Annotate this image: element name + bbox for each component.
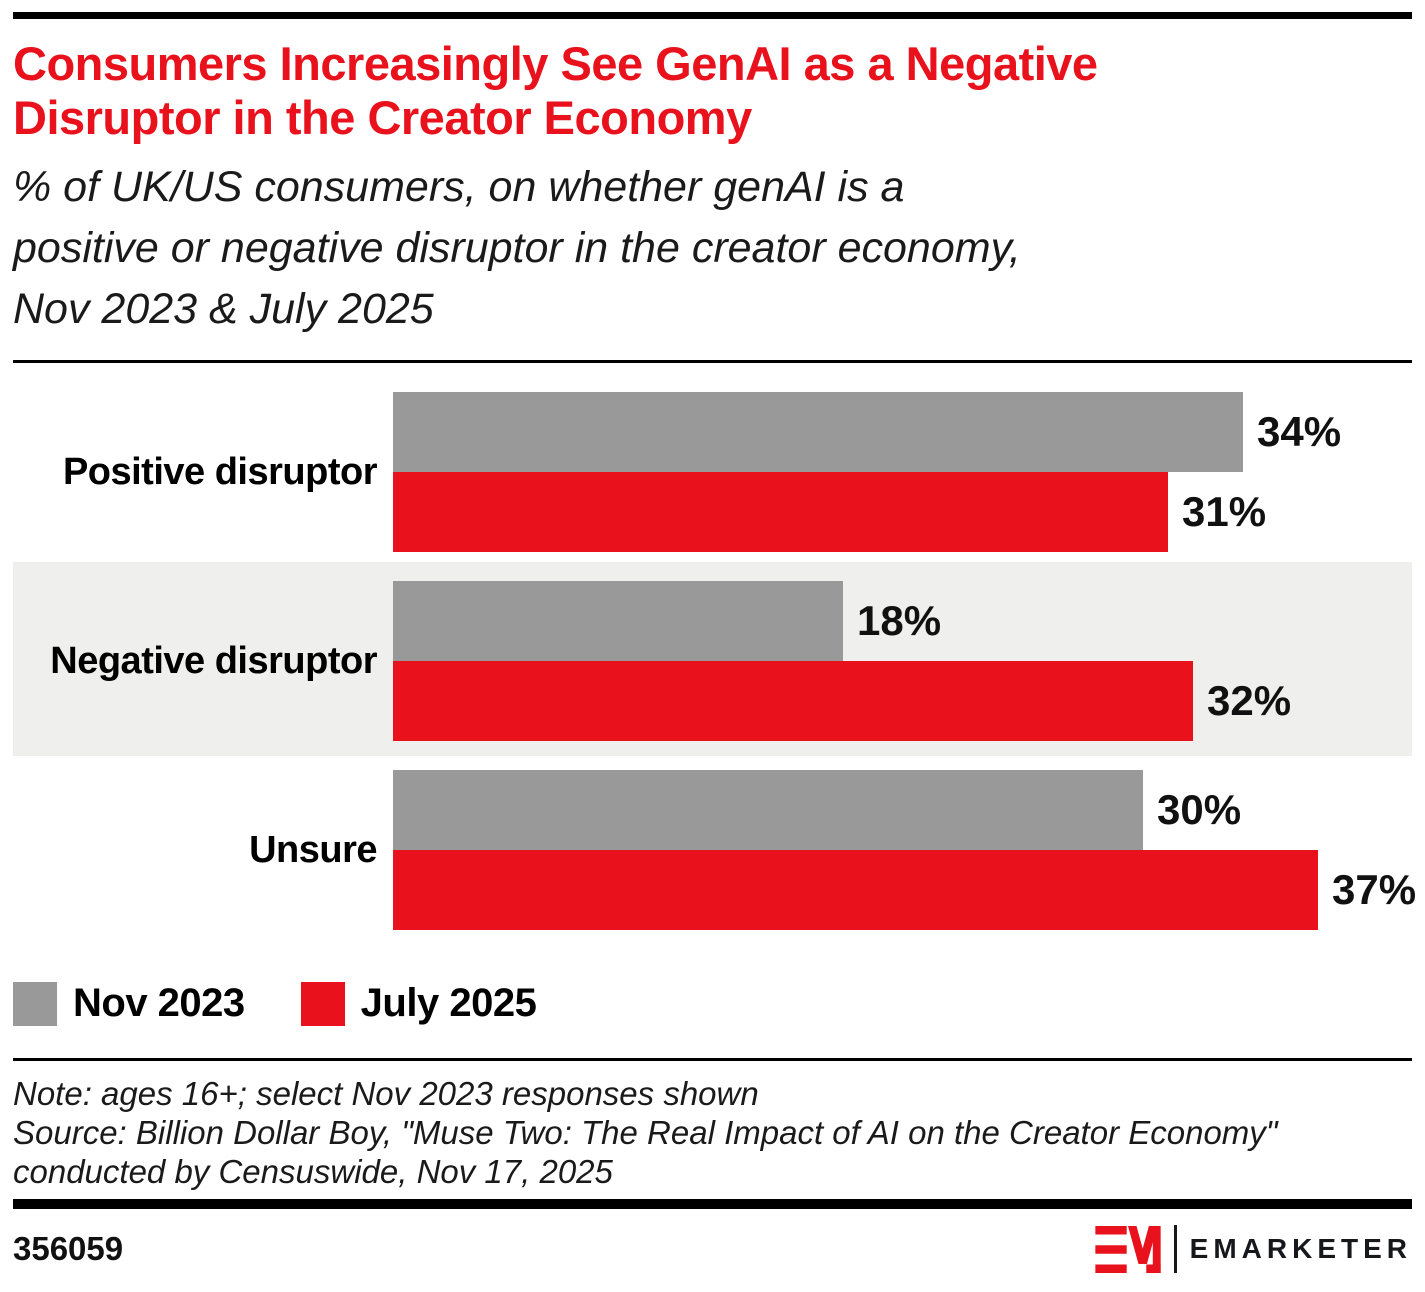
bar-july-2025 bbox=[393, 472, 1168, 552]
infographic-page: Consumers Increasingly See GenAI as a Ne… bbox=[0, 12, 1425, 1273]
note-text: Note: ages 16+; select Nov 2023 response… bbox=[13, 1075, 759, 1112]
bar-july-2025 bbox=[393, 850, 1318, 930]
chart-row-positive-disruptor: Positive disruptor 34% 31% bbox=[13, 363, 1412, 562]
category-label: Negative disruptor bbox=[50, 639, 377, 682]
legend-label: Nov 2023 bbox=[73, 981, 245, 1025]
bar-value-label: 37% bbox=[1332, 866, 1417, 913]
header-divider-line bbox=[13, 360, 1412, 363]
bar-line: 37% bbox=[393, 850, 1416, 930]
footer-divider-line bbox=[13, 1058, 1412, 1061]
bar-chart: Positive disruptor 34% 31% Negative disrupt… bbox=[13, 363, 1416, 951]
legend-label: July 2025 bbox=[360, 981, 537, 1025]
legend-item-nov-2023: Nov 2023 bbox=[13, 981, 245, 1026]
bar-value-label: 18% bbox=[857, 597, 942, 644]
bar-nov-2023 bbox=[393, 581, 843, 661]
source-text-line-2: conducted by Censuswide, Nov 17, 2025 bbox=[13, 1153, 613, 1190]
chart-subtitle-line-1: % of UK/US consumers, on whether genAI i… bbox=[13, 163, 905, 211]
bar-line: 18% bbox=[393, 581, 1412, 661]
bar-line: 32% bbox=[393, 661, 1412, 741]
footnotes: Note: ages 16+; select Nov 2023 response… bbox=[13, 1074, 1412, 1191]
chart-title-line-2: Disruptor in the Creator Economy bbox=[13, 91, 752, 144]
bar-value-label: 30% bbox=[1157, 786, 1242, 833]
legend-swatch-icon bbox=[300, 981, 345, 1026]
bar-line: 31% bbox=[393, 472, 1412, 552]
bar-line: 30% bbox=[393, 770, 1416, 850]
logo-divider bbox=[1173, 1225, 1177, 1273]
chart-title: Consumers Increasingly See GenAI as a Ne… bbox=[13, 37, 1253, 145]
footer-bottom-row: 356059 EMARKETER bbox=[13, 1225, 1412, 1273]
brand-wordmark: EMARKETER bbox=[1189, 1233, 1412, 1264]
bar-value-label: 32% bbox=[1207, 677, 1292, 724]
chart-subtitle-line-2: positive or negative disruptor in the cr… bbox=[13, 224, 1021, 272]
source-text-line-1: Source: Billion Dollar Boy, "Muse Two: T… bbox=[13, 1114, 1278, 1151]
category-bars: 30% 37% bbox=[393, 770, 1416, 930]
bar-july-2025 bbox=[393, 661, 1193, 741]
chart-legend: Nov 2023 July 2025 bbox=[13, 981, 1412, 1026]
bar-value-label: 34% bbox=[1257, 408, 1342, 455]
legend-swatch-icon bbox=[13, 981, 57, 1026]
category-bars: 34% 31% bbox=[393, 392, 1412, 552]
em-monogram-icon bbox=[1095, 1225, 1161, 1273]
bar-line: 34% bbox=[393, 392, 1412, 472]
bar-nov-2023 bbox=[393, 392, 1243, 472]
chart-subtitle: % of UK/US consumers, on whether genAI i… bbox=[13, 157, 1403, 340]
category-label: Positive disruptor bbox=[62, 450, 378, 493]
emarketer-logo: EMARKETER bbox=[1095, 1225, 1412, 1273]
bottom-divider-bar bbox=[13, 1199, 1412, 1209]
top-divider-bar bbox=[13, 12, 1412, 19]
category-label: Unsure bbox=[249, 828, 377, 871]
bar-value-label: 31% bbox=[1182, 488, 1267, 535]
chart-title-line-1: Consumers Increasingly See GenAI as a Ne… bbox=[13, 37, 1098, 90]
chart-subtitle-line-3: Nov 2023 & July 2025 bbox=[13, 285, 434, 333]
bar-nov-2023 bbox=[393, 770, 1143, 850]
chart-row-unsure: Unsure 30% 37% bbox=[13, 756, 1416, 951]
legend-item-july-2025: July 2025 bbox=[300, 981, 537, 1026]
chart-id: 356059 bbox=[13, 1230, 124, 1267]
chart-row-negative-disruptor: Negative disruptor 18% 32% bbox=[13, 562, 1412, 756]
category-bars: 18% 32% bbox=[393, 581, 1412, 741]
